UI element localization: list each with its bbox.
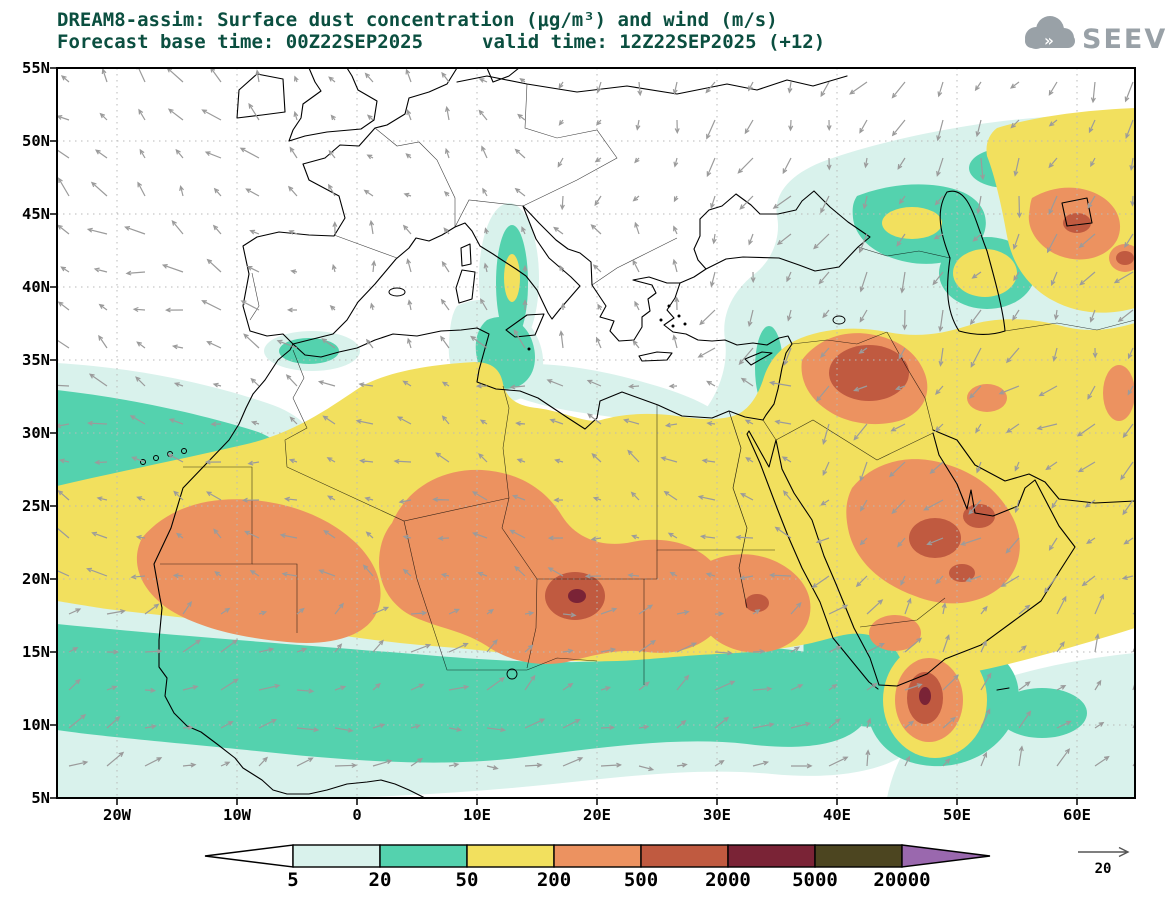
page-title: DREAM8-assim: Surface dust concentration… <box>57 9 778 31</box>
seevccc-logo: » SEEVCCC <box>1025 16 1165 55</box>
colorbar-overflow-arrow <box>901 844 991 868</box>
lat-label-15N: 15N <box>22 643 50 661</box>
cloud-icon: » <box>1025 16 1075 50</box>
colorbar-segment-4 <box>553 844 642 868</box>
lon-label-10W: 10W <box>223 806 252 824</box>
colorbar-label-50: 50 <box>456 869 479 891</box>
lat-label-10N: 10N <box>22 716 50 734</box>
lat-label-35N: 35N <box>22 351 50 369</box>
colorbar-segment-7 <box>814 844 903 868</box>
lat-label-30N: 30N <box>22 424 50 442</box>
lon-ticks <box>116 798 1078 805</box>
wind-arrows <box>57 68 1135 772</box>
colorbar-underflow-arrow <box>204 844 294 868</box>
lon-label-50E: 50E <box>943 806 971 824</box>
colorbar-label-20000: 20000 <box>873 869 930 891</box>
lat-axis: 55N 50N 45N 40N 35N 30N 25N 20N 15N 10N … <box>22 59 50 807</box>
colorbar-label-5000: 5000 <box>792 869 838 891</box>
lon-label-60E: 60E <box>1063 806 1091 824</box>
lat-label-25N: 25N <box>22 497 50 515</box>
colorbar-labels: 5 20 50 200 500 2000 5000 20000 <box>287 869 930 891</box>
colorbar-segment-6 <box>727 844 816 868</box>
colorbar-label-200: 200 <box>537 869 571 891</box>
lat-label-20N: 20N <box>22 570 50 588</box>
lat-label-50N: 50N <box>22 132 50 150</box>
lon-label-0: 0 <box>352 806 361 824</box>
lon-label-10E: 10E <box>463 806 491 824</box>
colorbar-segment-3 <box>466 844 555 868</box>
colorbar-label-20: 20 <box>369 869 392 891</box>
lon-label-40E: 40E <box>823 806 851 824</box>
lat-label-5N: 5N <box>31 789 50 807</box>
lon-axis: 20W 10W 0 10E 20E 30E 40E 50E 60E <box>103 806 1091 824</box>
colorbar-segment-5 <box>640 844 729 868</box>
cloud-chevrons: » <box>1044 31 1054 50</box>
wind-scale: 20 <box>1078 846 1130 877</box>
lon-label-30E: 30E <box>703 806 731 824</box>
valid-time-label: valid time: 12Z22SEP2025 (+12) <box>482 31 825 53</box>
forecast-base-time-label: Forecast base time: 00Z22SEP2025 <box>57 31 423 53</box>
lat-ticks <box>50 67 57 799</box>
lon-label-20E: 20E <box>583 806 611 824</box>
lat-label-45N: 45N <box>22 205 50 223</box>
lat-label-55N: 55N <box>22 59 50 77</box>
colorbar-label-2000: 2000 <box>705 869 751 891</box>
colorbar-label-5: 5 <box>287 869 298 891</box>
colorbar-label-500: 500 <box>624 869 658 891</box>
map-canvas <box>50 67 1136 805</box>
lon-label-20W: 20W <box>103 806 132 824</box>
colorbar-segment-2 <box>379 844 468 868</box>
logo-text: SEEVCCC <box>1082 24 1165 55</box>
dust-shading-level5 <box>545 213 1134 724</box>
wind-scale-arrow-icon <box>1078 846 1130 858</box>
colorbar: 5 20 50 200 500 2000 5000 20000 <box>204 844 991 891</box>
dust-shading-level6 <box>568 589 931 705</box>
colorbar-segment-1 <box>292 844 381 868</box>
wind-scale-label: 20 <box>1095 861 1112 877</box>
lat-label-40N: 40N <box>22 278 50 296</box>
country-borders <box>160 83 1135 685</box>
